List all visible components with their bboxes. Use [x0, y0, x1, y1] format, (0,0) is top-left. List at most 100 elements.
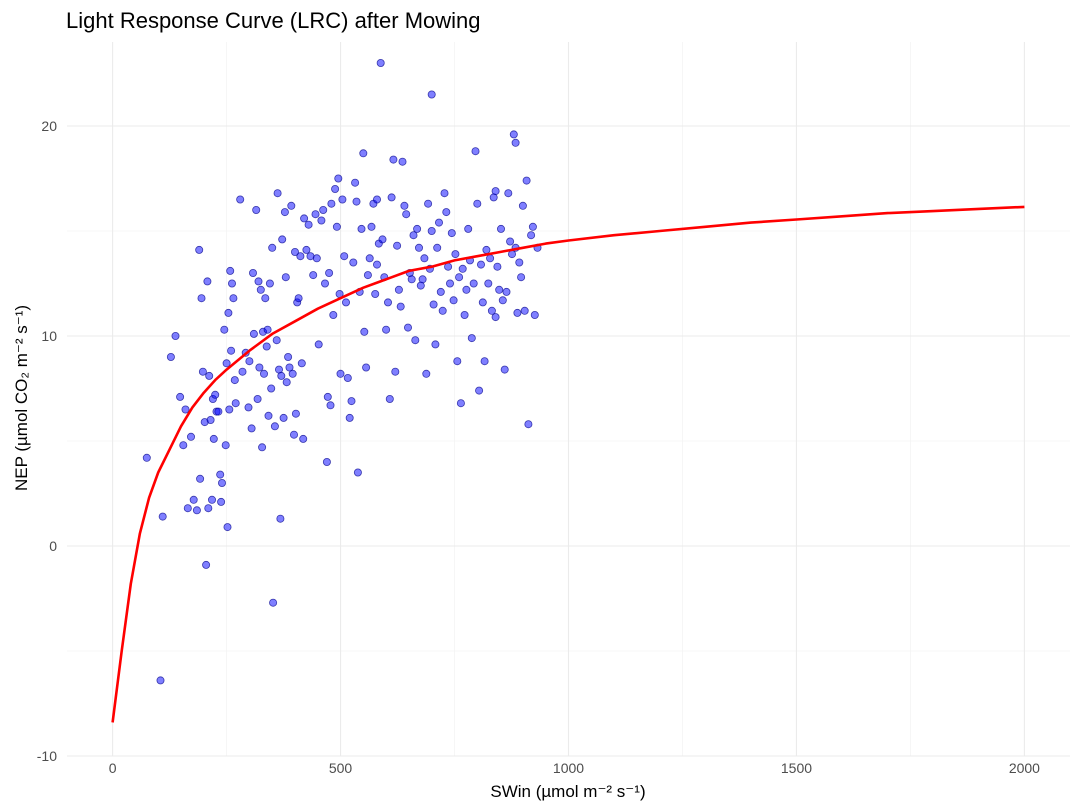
data-point: [231, 399, 240, 408]
data-point: [504, 189, 513, 198]
x-tick-label: 500: [329, 760, 353, 776]
data-point: [181, 405, 190, 414]
data-point: [357, 224, 366, 233]
x-axis-label: SWin (µmol m⁻² s⁻¹): [490, 782, 645, 801]
data-point: [203, 277, 212, 286]
data-point: [171, 331, 180, 340]
data-point: [340, 252, 349, 261]
data-point: [427, 90, 436, 99]
data-point: [189, 495, 198, 504]
data-point: [343, 373, 352, 382]
data-point: [227, 346, 236, 355]
data-point: [518, 201, 527, 210]
data-point: [511, 138, 520, 147]
data-point: [371, 289, 380, 298]
data-point: [259, 369, 268, 378]
data-point: [205, 371, 214, 380]
data-point: [413, 224, 422, 233]
data-point: [482, 245, 491, 254]
data-point: [195, 245, 204, 254]
data-point: [277, 371, 286, 380]
data-point: [385, 394, 394, 403]
data-point: [229, 294, 238, 303]
data-point: [302, 245, 311, 254]
scatter-points: [142, 59, 542, 685]
data-point: [311, 210, 320, 219]
data-point: [226, 266, 235, 275]
data-point: [460, 310, 469, 319]
data-point: [347, 397, 356, 406]
data-point: [462, 285, 471, 294]
data-point: [202, 560, 211, 569]
data-point: [433, 243, 442, 252]
data-point: [183, 504, 192, 513]
data-point: [491, 313, 500, 322]
data-point: [238, 367, 247, 376]
data-point: [221, 441, 230, 450]
data-point: [447, 229, 456, 238]
data-point: [345, 413, 354, 422]
x-axis-ticks: 0 500 1000 1500 2000: [109, 760, 1040, 776]
data-point: [467, 334, 476, 343]
data-point: [279, 413, 288, 422]
data-point: [486, 254, 495, 263]
data-point: [206, 415, 215, 424]
data-point: [509, 130, 518, 139]
data-point: [434, 218, 443, 227]
data-point: [230, 376, 239, 385]
data-point: [252, 205, 261, 214]
data-point: [262, 342, 271, 351]
data-point: [387, 193, 396, 202]
data-point: [256, 285, 265, 294]
data-point: [436, 287, 445, 296]
data-point: [220, 325, 229, 334]
grid: [67, 42, 1070, 757]
data-point: [142, 453, 151, 462]
data-point: [438, 306, 447, 315]
data-point: [464, 224, 473, 233]
data-point: [336, 369, 345, 378]
data-point: [400, 201, 409, 210]
data-point: [362, 363, 371, 372]
data-point: [424, 199, 433, 208]
data-point: [312, 254, 321, 263]
data-point: [304, 220, 313, 229]
data-point: [323, 392, 332, 401]
data-point: [300, 214, 309, 223]
data-point: [222, 359, 231, 368]
data-point: [455, 273, 464, 282]
data-point: [176, 392, 185, 401]
data-point: [517, 273, 526, 282]
data-point: [258, 443, 267, 452]
fit-curve-line: [111, 205, 1025, 723]
data-point: [296, 252, 305, 261]
data-point: [264, 411, 273, 420]
data-point: [248, 268, 257, 277]
data-point: [473, 199, 482, 208]
data-point: [372, 260, 381, 269]
y-tick-label: 10: [41, 328, 57, 344]
data-point: [527, 231, 536, 240]
data-point: [394, 285, 403, 294]
data-point: [398, 157, 407, 166]
data-point: [528, 222, 537, 231]
data-point: [278, 235, 287, 244]
data-point: [282, 378, 291, 387]
data-point: [341, 298, 350, 307]
data-point: [484, 279, 493, 288]
data-point: [500, 365, 509, 374]
data-point: [331, 184, 340, 193]
data-point: [326, 401, 335, 410]
data-point: [513, 308, 522, 317]
data-point: [498, 296, 507, 305]
data-point: [365, 254, 374, 263]
data-point: [192, 506, 201, 515]
data-point: [360, 327, 369, 336]
data-point: [403, 323, 412, 332]
data-point: [273, 189, 282, 198]
data-point: [420, 254, 429, 263]
data-point: [378, 235, 387, 244]
data-point: [411, 336, 420, 345]
data-point: [267, 384, 276, 393]
